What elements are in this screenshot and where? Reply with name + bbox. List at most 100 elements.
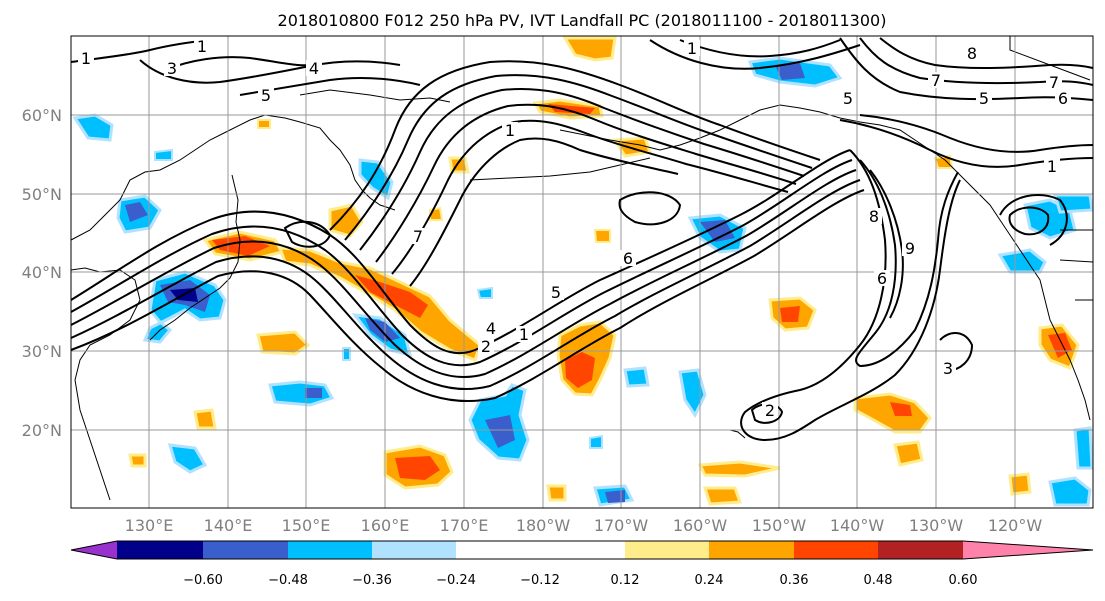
lat-label: 30°N (22, 342, 62, 361)
anomaly-negative (623, 366, 650, 388)
asia-coastline (70, 114, 396, 241)
colorbar-tick-label: 0.36 (780, 573, 809, 588)
contour-label: 1 (687, 39, 697, 58)
figure-title: 2018010800 F012 250 hPa PV, IVT Landfall… (278, 11, 887, 30)
anomaly-positive (697, 460, 781, 478)
contour-label: 1 (519, 325, 529, 344)
colorbar-segment (288, 541, 372, 559)
lat-label: 60°N (22, 106, 62, 125)
lon-label: 140°W (830, 516, 885, 535)
colorbar-segment (878, 541, 963, 559)
colorbar-segment (625, 541, 709, 559)
colorbar: −0.60 −0.48 −0.36 −0.24 −0.12 0.12 0.24 … (70, 540, 1094, 588)
anomaly-positive-strong (780, 306, 800, 322)
anomaly-negative (1073, 426, 1094, 470)
anomaly-negative-strong (700, 220, 735, 242)
pv-contour (859, 37, 1094, 86)
anomaly-negative (1052, 193, 1094, 214)
anomaly-negative (358, 158, 394, 201)
anomaly-positive-strong (548, 104, 595, 114)
anomaly-positive-strong (395, 456, 440, 480)
colorbar-tick-label: 0.12 (611, 573, 640, 588)
hawaii-islands (729, 429, 746, 439)
anomaly-negative-strong (305, 388, 322, 398)
contour-label: 6 (1058, 89, 1068, 108)
pv-contour (70, 169, 857, 378)
contour-label: 5 (979, 89, 989, 108)
map-panel: 1 3 4 5 1 1 7 5 1 4 2 1 6 5 (70, 35, 1094, 509)
colorbar-tick-label: −0.36 (352, 573, 392, 588)
contour-label: 1 (81, 49, 91, 68)
pv-contour (855, 159, 959, 368)
contour-label: 2 (481, 337, 491, 356)
anomaly-positive (546, 484, 567, 502)
pv-contour (999, 194, 1068, 246)
colorbar-segment (456, 541, 540, 559)
lon-label: 140°E (204, 516, 253, 535)
colorbar-extend-low (71, 541, 117, 559)
contour-label: 6 (623, 249, 633, 268)
anomaly-negative-strong (485, 415, 515, 448)
pv-contour (859, 114, 1094, 153)
pv-contour (70, 189, 865, 402)
anomaly-negative (268, 380, 335, 407)
pv-contour (139, 59, 401, 84)
colorbar-tick-label: 0.24 (695, 573, 724, 588)
lon-label: 130°W (909, 516, 964, 535)
anomaly-positive (893, 440, 924, 467)
colorbar-tick-label: 0.60 (949, 573, 978, 588)
anomaly-negative-strong (125, 202, 148, 222)
anomaly-positive-strong (890, 402, 912, 416)
colorbar-tick-label: −0.24 (436, 573, 476, 588)
colorbar-segment (709, 541, 794, 559)
lon-label: 150°E (282, 516, 331, 535)
anomaly-positive (593, 229, 611, 243)
anomaly-positive (257, 119, 271, 129)
anomaly-positive-strong (355, 275, 428, 318)
pv-contour (375, 103, 797, 263)
pv-contour (359, 87, 805, 251)
pv-contour (869, 169, 904, 319)
anomaly-negative-strong (775, 63, 805, 80)
anomaly-positive (702, 486, 743, 506)
anomaly-negative (154, 148, 173, 161)
contour-label: 3 (167, 59, 177, 78)
pv-contours (70, 37, 1094, 442)
contour-label: 3 (943, 359, 953, 378)
contour-label: 8 (869, 207, 879, 226)
lon-label: 160°E (361, 516, 410, 535)
pv-contour (750, 403, 784, 424)
colorbar-tick-label: 0.48 (864, 573, 893, 588)
aleutian-islands (469, 157, 651, 181)
anomaly-negative-strong (365, 318, 400, 342)
colorbar-tick-label: −0.12 (520, 573, 560, 588)
pv-contour (939, 332, 974, 372)
anomaly-positive (256, 330, 311, 356)
colorbar-segment (794, 541, 878, 559)
contour-label: 4 (309, 59, 319, 78)
colorbar-tick-label: −0.48 (268, 573, 308, 588)
colorbar-tick-label: −0.60 (183, 573, 223, 588)
lon-label: 160°W (673, 516, 728, 535)
canada-border (1009, 36, 1091, 81)
pv-contour (70, 159, 853, 367)
contour-label: 7 (413, 227, 423, 246)
lat-label: 50°N (22, 185, 62, 204)
japan-kuril-coast (149, 174, 241, 341)
colorbar-outline (70, 540, 1094, 560)
anomaly-positive (853, 392, 932, 434)
contour-label: 7 (931, 71, 941, 90)
contour-label: 5 (551, 283, 561, 302)
colorbar-segment (540, 541, 625, 559)
contour-label: 6 (877, 269, 887, 288)
lat-label: 40°N (22, 263, 62, 282)
contour-label: 4 (486, 319, 496, 338)
pv-contour (70, 179, 861, 390)
lon-label: 150°W (752, 516, 807, 535)
colorbar-segment (203, 541, 288, 559)
pv-contour (164, 56, 321, 71)
lon-label: 120°W (988, 516, 1043, 535)
lat-label: 20°N (22, 421, 62, 440)
anomaly-negative (476, 286, 493, 299)
